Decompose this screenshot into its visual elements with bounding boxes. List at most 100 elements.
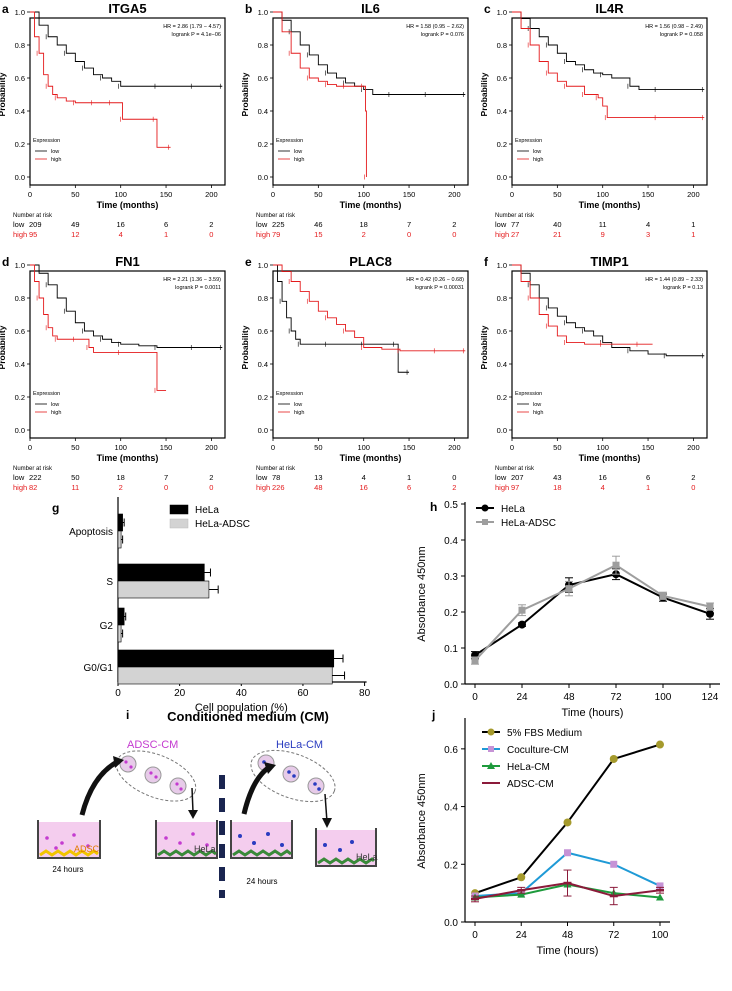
legend-entry: HeLa-ADSC [195,519,250,530]
km-curve-low [273,264,410,373]
km-curve-high [512,264,653,345]
y-tick-label: 0.2 [497,393,507,402]
x-axis-label: Time (months) [340,200,402,210]
adsc-cm-label: ADSC-CM [127,739,178,751]
risk-value: 21 [553,230,561,239]
risk-value: 16 [360,483,368,492]
y-axis-label: Absorbance 450nm [416,773,428,868]
km-curve-low [512,264,705,357]
risk-value: 49 [71,220,79,229]
legend-title: Expression [276,391,303,397]
y-tick-label: 1.0 [497,8,507,17]
logrank-text: logrank P = 0.076 [421,32,464,38]
risk-title: Number at risk [13,466,53,472]
y-axis-label: Absorbance 450nm [416,546,428,641]
logrank-text: logrank P = 0.00031 [415,285,464,291]
y-tick-label: 0.5 [444,500,458,511]
data-point [610,860,618,868]
chart-title: ITGA5 [108,1,146,16]
arrow-up-left [79,759,119,816]
x-tick-label: 150 [403,190,416,199]
risk-row-label: low [13,473,25,482]
x-tick-label: 50 [314,190,322,199]
y-tick-label: 0.4 [444,803,458,814]
y-tick-label: 0.4 [444,536,458,547]
bar-HeLa [117,513,123,532]
well-1 [37,820,101,859]
x-tick-label: 50 [71,190,79,199]
y-tick-label: 0.0 [258,173,268,182]
x-tick-label: 50 [553,190,561,199]
risk-value: 0 [452,473,456,482]
risk-value: 222 [29,473,42,482]
risk-row-label: high [256,483,270,492]
y-tick-label: 0.6 [497,327,507,336]
bar-HeLa-ADSC [117,624,122,643]
x-tick-label: 100 [652,930,669,941]
km-curve-low [30,264,223,348]
legend-swatch-HeLa [169,504,189,515]
legend-marker [487,728,495,736]
km-panel-f: f TIMP1 HR = 1.44 (0.89 − 2.33) logrank P =… [479,254,708,492]
plot-frame [272,17,469,186]
x-tick-label: 150 [160,190,173,199]
risk-value: 97 [511,483,519,492]
risk-value: 2 [691,473,695,482]
panel-letter-j: j [431,708,435,722]
risk-value: 1 [164,230,168,239]
x-tick-label: 150 [642,190,655,199]
panel-i-title: Conditioned medium (CM) [167,709,329,724]
x-tick-label: 24 [516,692,528,703]
panel-letter-c: c [484,2,491,16]
chart-title: IL6 [361,1,380,16]
data-point [656,882,664,890]
x-tick-label: 0 [271,190,275,199]
data-point [518,606,526,614]
category-label: S [106,577,113,588]
legend-entry: high [51,410,61,416]
data-point [706,609,714,618]
y-tick-label: 1.0 [497,261,507,270]
legend-entry: high [51,157,61,163]
risk-row-label: low [495,220,507,229]
x-tick-label: 200 [448,190,461,199]
km-panel-e: e PLAC8 HR = 0.42 (0.26 − 0.68) logrank P =… [240,254,469,492]
km-panel-a: a ITGA5 HR = 2.86 (1.79 − 4.57) logrank P =… [0,1,226,239]
legend-marker [482,519,488,525]
series-line-HeLa-ADSC [474,564,711,662]
y-tick-label: 1.0 [15,261,25,270]
line-chart-h: h 0.0 0.1 0.2 0.3 0.4 0.5 0 24 48 72 100 124 Time (ho… [416,500,720,719]
km-panel-d: d FN1 HR = 2.21 (1.36 − 3.59) logrank P = 0… [0,254,226,492]
risk-value: 0 [691,483,695,492]
panel-letter-b: b [245,2,252,16]
risk-value: 0 [164,483,168,492]
legend-entry: ADSC-CM [507,779,554,790]
hr-text: HR = 2.21 (1.36 − 3.59) [163,277,221,283]
x-tick-label: 0 [271,443,275,452]
y-tick-label: 0.2 [258,393,268,402]
risk-value: 1 [407,473,411,482]
risk-value: 82 [29,483,37,492]
y-tick-label: 0.2 [15,393,25,402]
x-tick-label: 100 [357,443,370,452]
risk-value: 40 [553,220,561,229]
risk-value: 18 [117,473,125,482]
km-curve-low [273,11,466,95]
y-axis-label: Probability [240,325,250,369]
bar-HeLa [117,649,335,668]
data-point [706,603,714,611]
risk-value: 0 [407,230,411,239]
y-tick-label: 0.6 [258,74,268,83]
hr-text: HR = 0.42 (0.26 − 0.68) [406,277,464,283]
x-axis-label: Time (months) [340,453,402,463]
y-tick-label: 1.0 [258,261,268,270]
x-tick-label: 24 [516,930,528,941]
data-point [517,873,526,882]
risk-row-label: low [13,220,25,229]
y-tick-label: 0.0 [15,173,25,182]
legend-title: Expression [515,391,542,397]
x-tick-label: 200 [687,190,700,199]
time2-label: 24 hours [246,877,277,886]
risk-value: 1 [691,220,695,229]
